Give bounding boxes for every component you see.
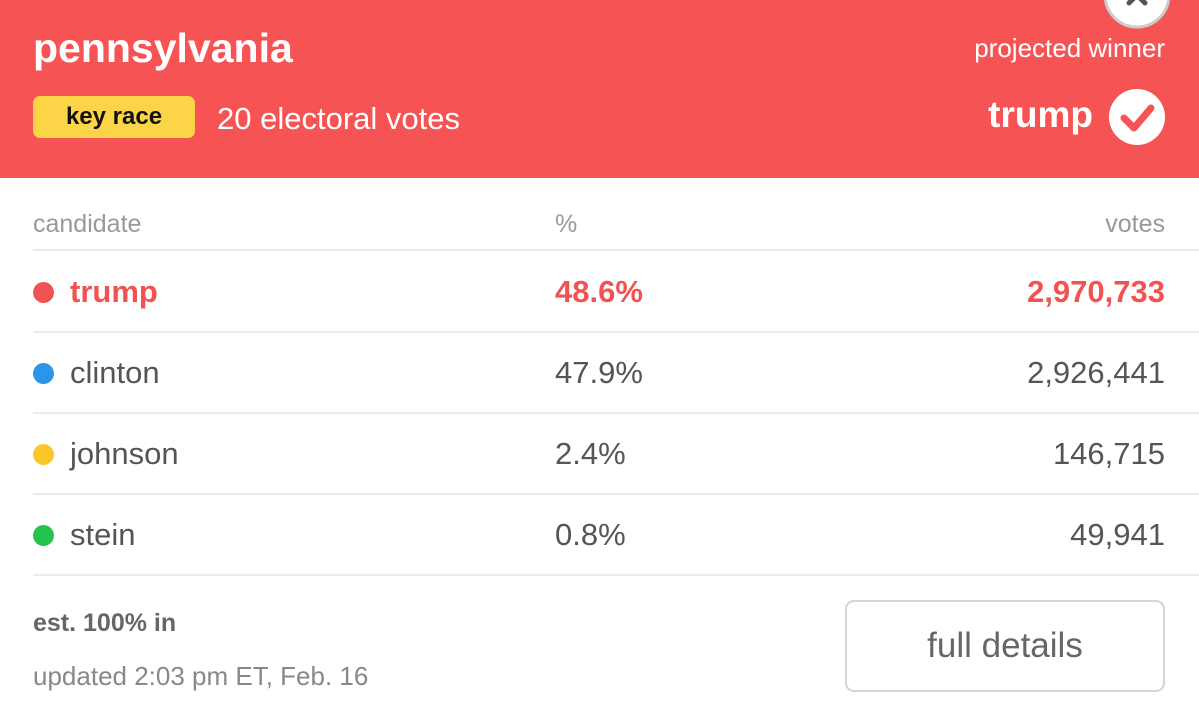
candidate-name: clinton bbox=[70, 355, 160, 390]
candidate-name: stein bbox=[70, 517, 136, 552]
winner-check bbox=[1109, 89, 1165, 145]
row-divider bbox=[33, 412, 1199, 414]
full-details-button[interactable]: full details bbox=[845, 600, 1165, 692]
row-divider bbox=[33, 493, 1199, 495]
vote-percent: 47.9% bbox=[555, 355, 643, 390]
reporting-status: est. 100% in bbox=[33, 609, 177, 637]
header: pennsylvania key race 20 electoral votes… bbox=[0, 0, 1199, 178]
candidate-dot bbox=[33, 444, 54, 465]
column-header: candidate bbox=[33, 210, 142, 238]
electoral-votes: 20 electoral votes bbox=[217, 101, 460, 136]
winner-label: projected winner bbox=[974, 33, 1165, 63]
state-title: pennsylvania bbox=[33, 25, 293, 71]
vote-percent: 0.8% bbox=[555, 517, 626, 552]
vote-percent: 48.6% bbox=[555, 274, 643, 309]
column-header: votes bbox=[1105, 210, 1165, 238]
vote-count: 49,941 bbox=[1070, 517, 1165, 552]
candidate-dot bbox=[33, 282, 54, 303]
candidate-dot bbox=[33, 363, 54, 384]
close-button[interactable] bbox=[1102, 0, 1172, 30]
row-divider bbox=[33, 574, 1199, 576]
candidate-name: trump bbox=[70, 274, 158, 309]
vote-percent: 2.4% bbox=[555, 436, 626, 471]
vote-count: 2,926,441 bbox=[1027, 355, 1165, 390]
updated-time: updated 2:03 pm ET, Feb. 16 bbox=[33, 661, 369, 691]
candidate-name: johnson bbox=[70, 436, 179, 471]
vote-count: 2,970,733 bbox=[1027, 274, 1165, 309]
vote-count: 146,715 bbox=[1052, 436, 1165, 471]
column-header: % bbox=[555, 210, 578, 238]
row-divider bbox=[33, 331, 1199, 333]
candidate-dot bbox=[33, 525, 54, 546]
key-race-badge: key race bbox=[33, 96, 195, 138]
winner-name: trump bbox=[988, 94, 1093, 135]
row-divider bbox=[33, 249, 1199, 251]
